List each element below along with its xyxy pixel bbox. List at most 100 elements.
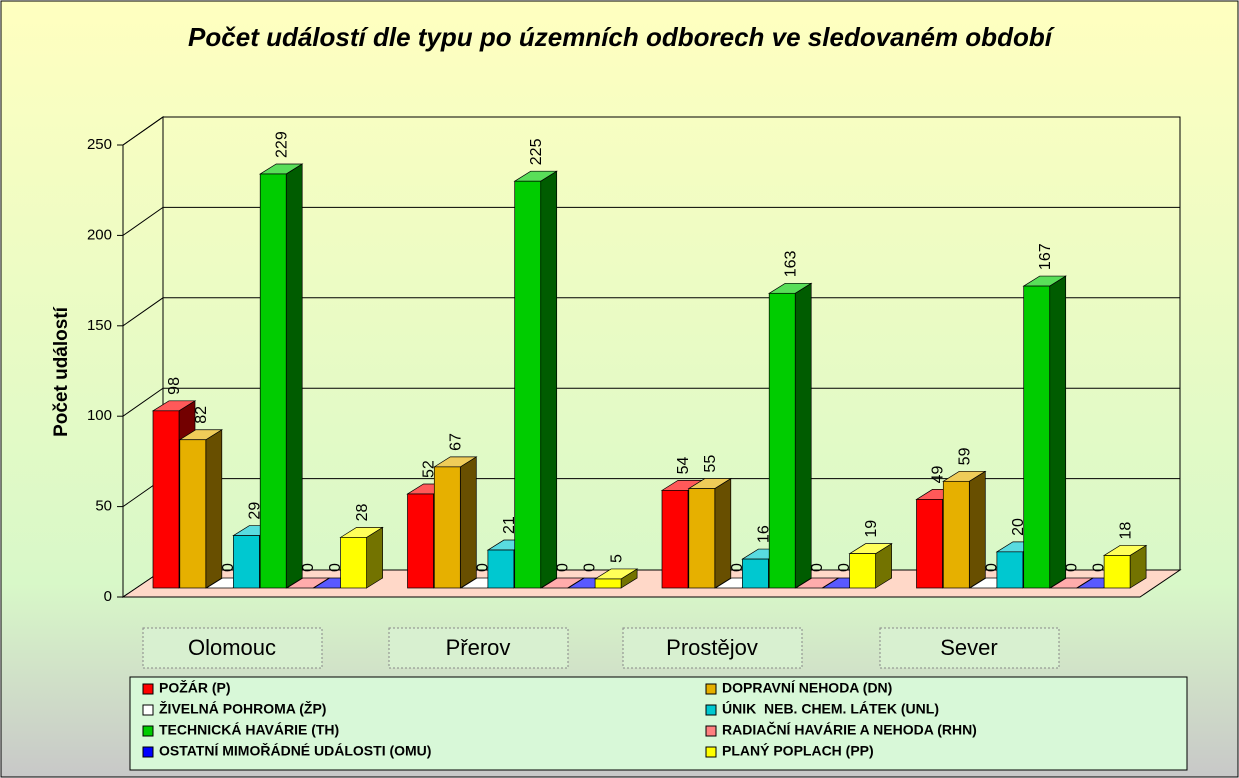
- bar-top: [540, 577, 585, 589]
- bar: [152, 410, 180, 589]
- data-label: 16: [756, 525, 773, 543]
- legend-swatch: [142, 725, 154, 737]
- data-label: 20: [1010, 518, 1027, 536]
- data-label: 5: [608, 554, 625, 563]
- y-tick-label: 0: [104, 588, 112, 605]
- data-label: 29: [247, 502, 264, 520]
- category-box: [622, 627, 803, 669]
- bar: [916, 499, 943, 589]
- bar-side: [1049, 275, 1067, 589]
- data-label: 0: [809, 563, 826, 572]
- bar-top: [285, 577, 331, 589]
- legend-swatch: [705, 746, 717, 758]
- x-tick-label: Sever: [940, 635, 997, 660]
- grid-line: [122, 387, 1180, 417]
- bar: [259, 173, 287, 589]
- data-label: 52: [421, 460, 438, 478]
- data-label: 55: [702, 455, 719, 473]
- x-tick-label: Prostějov: [666, 635, 758, 660]
- data-label: 67: [448, 433, 465, 451]
- legend-label: RADIAČNÍ HAVÁRIE A NEHODA (RHN): [722, 721, 977, 738]
- bar: [487, 549, 515, 589]
- grid-line: [122, 206, 1180, 236]
- bar: [1023, 285, 1051, 589]
- data-label: 59: [957, 447, 974, 465]
- legend-label: PLANÝ POPLACH (PP): [722, 742, 874, 759]
- data-label: 0: [300, 563, 317, 572]
- bar-side: [366, 526, 383, 589]
- y-axis-title: Počet událostí: [51, 306, 72, 437]
- data-label: 98: [166, 377, 183, 395]
- bar: [661, 490, 689, 589]
- bar: [849, 553, 876, 589]
- data-label: 18: [1117, 522, 1134, 540]
- legend-swatch: [705, 704, 717, 716]
- grid-line: [122, 116, 1180, 146]
- category-box: [388, 627, 569, 669]
- legend-label: OSTATNÍ MIMOŘÁDNÉ UDÁLOSTI (OMU): [159, 742, 431, 759]
- legend-swatch: [142, 704, 154, 716]
- bar: [1103, 555, 1131, 589]
- data-label: 163: [782, 250, 799, 277]
- bar-side: [794, 282, 812, 589]
- data-label: 49: [930, 466, 947, 484]
- y-tick-label: 200: [87, 226, 112, 243]
- data-label: 0: [983, 563, 1000, 572]
- y-tick-label: 250: [87, 136, 112, 153]
- data-label: 0: [1091, 563, 1108, 572]
- data-label: 225: [528, 138, 545, 165]
- bar: [942, 480, 970, 589]
- legend-swatch: [142, 746, 154, 758]
- data-label: 0: [327, 563, 344, 572]
- bar: [594, 578, 622, 589]
- grid-line: [122, 297, 1180, 327]
- bar-side: [285, 163, 303, 589]
- data-label: 167: [1037, 243, 1054, 270]
- legend-label: ÚNIK NEB. CHEM. LÁTEK (UNL): [722, 700, 939, 717]
- bar: [233, 535, 260, 589]
- x-tick-label: Přerov: [446, 635, 511, 660]
- data-label: 0: [836, 563, 853, 572]
- legend-label: TECHNICKÁ HAVÁRIE (TH): [159, 722, 339, 738]
- bar: [688, 488, 716, 589]
- data-label: 0: [220, 563, 237, 572]
- legend-box: [129, 676, 1188, 771]
- legend-label: POŽÁR (P): [159, 679, 231, 696]
- bar: [340, 537, 367, 589]
- legend-label: ŽIVELNÁ POHROMA (ŽP): [159, 700, 326, 717]
- legend-label: DOPRAVNÍ NEHODA (DN): [722, 680, 892, 696]
- bar: [433, 466, 461, 589]
- bar-top: [1049, 577, 1094, 589]
- bar: [996, 551, 1024, 589]
- bar: [742, 558, 769, 589]
- data-label: 0: [729, 563, 746, 572]
- bar: [514, 180, 542, 589]
- legend-swatch: [705, 683, 717, 695]
- legend-swatch: [142, 683, 154, 695]
- floor: [121, 569, 1182, 598]
- category-box: [879, 627, 1060, 669]
- y-tick-label: 100: [87, 407, 112, 424]
- data-label: 0: [555, 563, 572, 572]
- chart-title: Počet událostí dle typu po územních odbo…: [188, 22, 1052, 52]
- data-label: 0: [582, 563, 599, 572]
- bar-side: [540, 170, 558, 589]
- data-label: 82: [193, 406, 210, 424]
- data-label: 21: [501, 516, 518, 534]
- data-label: 0: [474, 563, 491, 572]
- bar: [179, 439, 207, 589]
- y-tick-label: 150: [87, 317, 112, 334]
- x-tick-label: Olomouc: [188, 635, 276, 660]
- bar: [768, 292, 796, 589]
- data-label: 0: [1064, 563, 1081, 572]
- data-label: 54: [675, 456, 692, 474]
- bar-top: [794, 577, 840, 589]
- bar: [407, 493, 434, 589]
- y-tick-label: 50: [95, 498, 112, 515]
- category-box: [142, 627, 323, 669]
- data-label: 229: [273, 131, 290, 158]
- legend-swatch: [705, 725, 717, 737]
- data-label: 19: [863, 520, 880, 538]
- data-label: 28: [354, 503, 371, 521]
